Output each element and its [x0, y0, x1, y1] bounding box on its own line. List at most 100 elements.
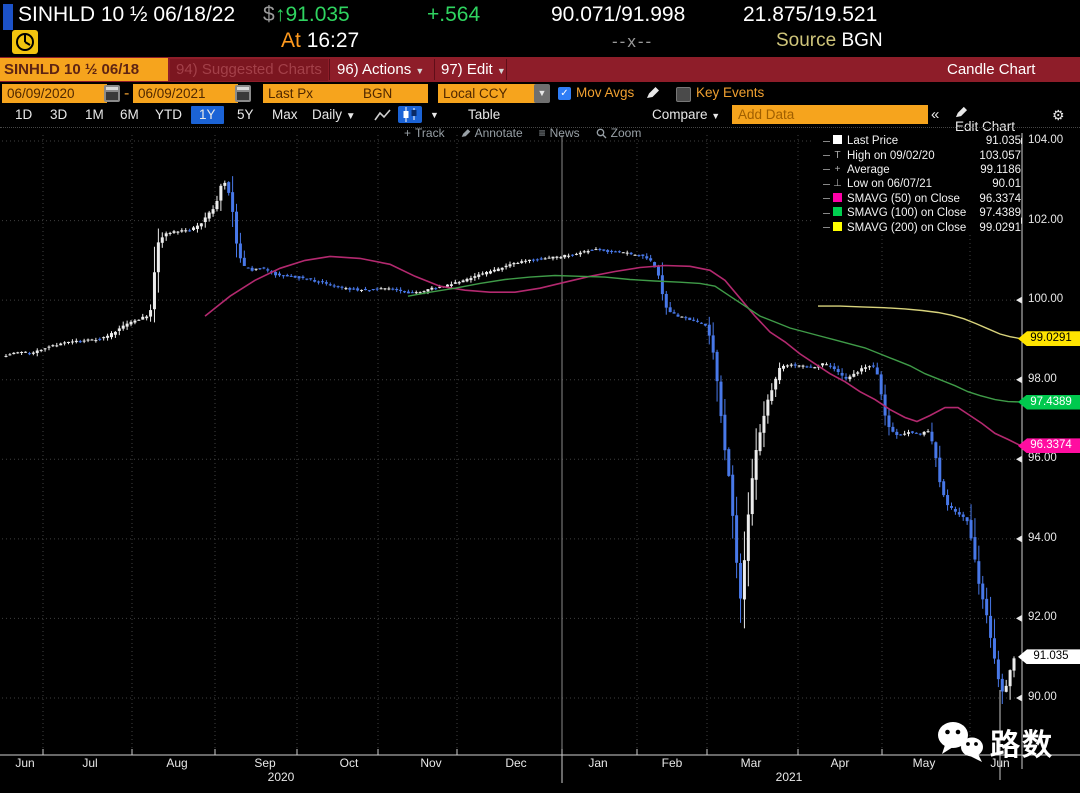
add-data-input[interactable]: Add Data [732, 105, 928, 124]
legend-color-swatch [833, 221, 842, 231]
chevron-down-icon: ▼ [415, 66, 425, 76]
chart-type-dropdown[interactable]: ▼ [430, 106, 439, 124]
y-axis-label: 100.00 [1028, 293, 1064, 306]
legend-tree-stub [823, 140, 830, 142]
period-button-5y[interactable]: 5Y [237, 107, 254, 122]
edit-menu-button[interactable]: 97) Edit ▼ [441, 61, 506, 78]
chevron-down-icon: ▼ [711, 111, 721, 121]
legend-high-marker-icon: T [834, 149, 841, 161]
legend-tree-stub [823, 212, 830, 214]
currency-dropdown-button[interactable]: ▼ [534, 84, 550, 103]
compare-button[interactable]: Compare ▼ [652, 107, 721, 122]
y-axis-label: 104.00 [1028, 134, 1064, 146]
period-button-ytd[interactable]: YTD [155, 107, 182, 122]
x-axis-year-label: 2020 [267, 770, 295, 784]
legend-item[interactable]: SMAVG (50) on Close 96.3374 [813, 192, 1021, 206]
legend-tree-stub [823, 183, 830, 185]
legend-color-swatch [833, 135, 842, 145]
pencil-icon [461, 129, 470, 137]
y-axis-label: 98.00 [1028, 372, 1057, 385]
magnifier-icon [596, 128, 607, 138]
price-field-select[interactable]: Last Px [263, 84, 361, 103]
news-tool[interactable]: ≡ News [538, 126, 580, 140]
security-chip[interactable]: SINHLD 10 ½ 06/18 [0, 58, 168, 81]
x-axis-year-label: 2021 [775, 770, 803, 784]
legend-swatch [830, 221, 845, 234]
calendar-icon[interactable] [235, 85, 251, 102]
gear-icon[interactable]: ⚙ [1052, 107, 1065, 123]
period-button-6m[interactable]: 6M [120, 107, 139, 122]
x-axis-month-label: Sep [254, 756, 276, 770]
key-events-label: Key Events [696, 85, 765, 100]
security-title: SINHLD 10 ½ 06/18/22 [18, 3, 236, 26]
legend-swatch [830, 135, 845, 147]
period-button-1d[interactable]: 1D [15, 107, 33, 122]
legend-label: Average [847, 163, 890, 176]
x-axis-month-label: Dec [505, 756, 527, 770]
zoom-tool[interactable]: Zoom [596, 126, 641, 140]
price-up-arrow-icon: ↑ [275, 3, 286, 26]
legend-item[interactable]: SMAVG (200) on Close 99.0291 [813, 220, 1021, 234]
price-badge: 91.035 [1018, 649, 1080, 665]
date-to-field[interactable]: 06/09/2021 [133, 84, 238, 103]
y-axis-label: 102.00 [1028, 213, 1064, 226]
edit-chart-button[interactable]: Edit Chart [955, 106, 1015, 134]
period-button-max[interactable]: Max [272, 107, 298, 122]
table-button[interactable]: Table [468, 107, 501, 122]
x-axis-month-label: Nov [420, 756, 442, 770]
legend-item[interactable]: SMAVG (100) on Close 97.4389 [813, 206, 1021, 220]
frequency-select[interactable]: Daily ▼ [312, 107, 356, 122]
terminal-logo-icon [3, 4, 13, 30]
legend-value: 90.01 [992, 178, 1021, 191]
period-button-1m[interactable]: 1M [85, 107, 104, 122]
collapse-panel-button[interactable]: « [931, 106, 940, 123]
suggested-charts-button[interactable]: 94) Suggested Charts [170, 59, 328, 81]
price-badge: 97.4389 [1018, 394, 1080, 410]
y-axis-label: 96.00 [1028, 452, 1057, 465]
market-status-gauge-icon [12, 30, 38, 54]
price-chart[interactable] [0, 133, 1080, 793]
calendar-icon[interactable] [104, 85, 120, 102]
legend-low-marker-icon: ⊥ [833, 178, 842, 190]
legend-item[interactable]: T High on 09/02/20 103.057 [813, 148, 1021, 162]
x-marker: --x-- [612, 32, 654, 51]
legend-item[interactable]: Last Price 91.035 [813, 134, 1021, 148]
source-line: Source BGN [776, 30, 883, 51]
y-axis-label: 94.00 [1028, 531, 1057, 544]
legend-item[interactable]: + Average 99.1186 [813, 163, 1021, 177]
currency-select[interactable]: Local CCY [438, 84, 536, 103]
chevron-down-icon: ▼ [496, 66, 506, 76]
legend-tree-stub [823, 198, 830, 200]
x-axis-month-label: Apr [830, 756, 850, 770]
legend-item[interactable]: ⊥ Low on 06/07/21 90.01 [813, 177, 1021, 191]
annotate-tool[interactable]: Annotate [461, 126, 523, 140]
y-axis-label: 92.00 [1028, 611, 1057, 624]
candle-chart-icon[interactable] [398, 106, 422, 123]
pricing-source-select[interactable]: BGN [358, 84, 428, 103]
price-change: +.564 [427, 3, 481, 26]
period-button-1y[interactable]: 1Y [191, 106, 224, 124]
key-events-checkbox[interactable] [676, 87, 691, 102]
news-icon: ≡ [538, 126, 546, 140]
period-button-3d[interactable]: 3D [50, 107, 68, 122]
legend-swatch [830, 192, 845, 205]
legend-tree-stub [823, 227, 830, 229]
mov-avgs-checkbox[interactable]: ✓ [558, 87, 571, 100]
mov-avgs-label: Mov Avgs [576, 85, 635, 100]
track-tool[interactable]: + Track [404, 126, 445, 140]
legend-value: 103.057 [979, 149, 1021, 162]
legend-avg-marker-icon: + [834, 163, 841, 175]
pencil-icon[interactable] [646, 86, 660, 99]
x-axis-month-label: Oct [339, 756, 359, 770]
wechat-icon [938, 722, 983, 762]
chevron-down-icon: ▼ [537, 88, 547, 98]
chart-tools-strip: + Track Annotate ≡ News Zoom [404, 126, 657, 140]
line-chart-icon[interactable] [374, 108, 392, 125]
date-separator: - [124, 85, 130, 102]
y-axis-label: 90.00 [1028, 691, 1057, 703]
legend-value: 99.1186 [980, 163, 1021, 176]
date-from-field[interactable]: 06/09/2020 [2, 84, 107, 103]
track-icon: + [404, 126, 412, 140]
actions-menu-button[interactable]: 96) Actions ▼ [337, 61, 425, 78]
